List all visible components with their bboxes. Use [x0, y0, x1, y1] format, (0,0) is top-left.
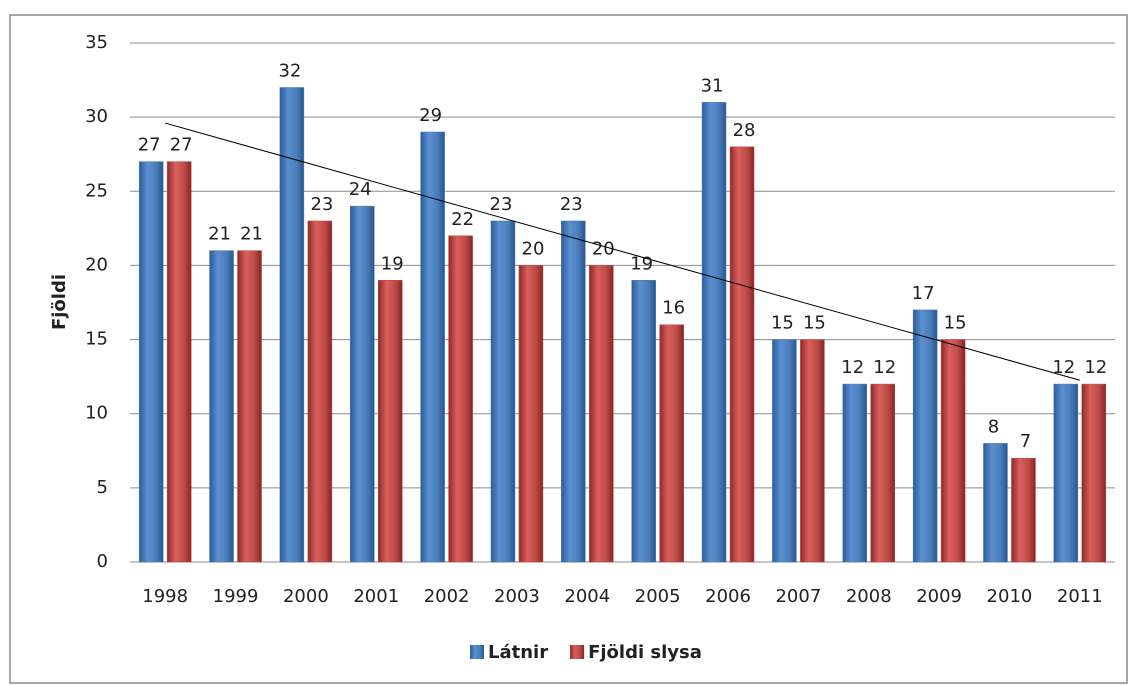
data-label: 16	[662, 298, 685, 319]
data-label: 32	[278, 60, 301, 81]
data-label: 12	[873, 357, 896, 378]
bar	[420, 131, 445, 563]
x-tick-label: 1998	[142, 586, 188, 607]
data-label: 7	[1020, 431, 1031, 452]
bar	[659, 324, 684, 563]
x-tick-label: 2011	[1057, 586, 1103, 607]
y-tick-label: 35	[85, 32, 108, 53]
y-tick-label: 15	[85, 329, 108, 350]
y-tick-label: 0	[97, 551, 108, 572]
bar	[518, 265, 544, 563]
data-label: 21	[208, 224, 231, 245]
bar	[800, 339, 825, 563]
bar	[237, 250, 262, 563]
x-tick-label: 2005	[635, 586, 681, 607]
data-label: 20	[592, 238, 615, 259]
bar	[589, 265, 614, 563]
bar	[490, 220, 516, 563]
bar	[378, 280, 403, 563]
data-label: 19	[381, 253, 404, 274]
x-tick-label: 2010	[987, 586, 1033, 607]
bar	[631, 280, 656, 563]
data-label: 12	[1052, 357, 1075, 378]
data-label: 19	[630, 253, 653, 274]
bar	[138, 161, 164, 563]
x-tick-label: 2009	[916, 586, 962, 607]
bar	[1011, 457, 1036, 563]
bar	[561, 220, 586, 563]
data-label: 15	[771, 313, 794, 334]
x-tick-label: 2004	[564, 586, 610, 607]
data-label: 15	[944, 313, 967, 334]
bar	[701, 102, 727, 563]
bar	[307, 220, 333, 563]
y-tick-label: 20	[85, 254, 108, 275]
data-label: 23	[310, 194, 333, 215]
data-label: 29	[419, 105, 442, 126]
bar	[448, 235, 473, 563]
data-label: 31	[701, 75, 724, 96]
x-tick-label: 1999	[213, 586, 259, 607]
x-tick-label: 2001	[353, 586, 399, 607]
legend-label: Fjöldi slysa	[588, 642, 702, 663]
data-label: 23	[560, 194, 583, 215]
data-label: 21	[240, 224, 263, 245]
data-label: 24	[349, 179, 372, 200]
data-label: 28	[733, 120, 756, 141]
x-tick-label: 2000	[283, 586, 329, 607]
x-tick-label: 2006	[705, 586, 751, 607]
y-axis-title: Fjöldi	[49, 274, 70, 330]
legend-swatch	[570, 645, 585, 659]
data-label: 22	[451, 209, 474, 230]
bar	[350, 205, 375, 563]
bar	[983, 443, 1008, 563]
data-label: 8	[988, 416, 999, 437]
data-label: 12	[841, 357, 864, 378]
y-tick-label: 10	[85, 403, 108, 424]
data-label: 27	[170, 135, 193, 156]
data-label: 12	[1084, 357, 1107, 378]
bar	[166, 161, 192, 563]
legend-swatch	[470, 645, 484, 659]
data-label: 27	[138, 135, 161, 156]
bar	[209, 250, 234, 563]
x-tick-label: 2002	[424, 586, 470, 607]
y-tick-label: 25	[85, 180, 108, 201]
trendline	[165, 122, 1080, 381]
chart-border	[9, 14, 1128, 684]
bar	[940, 339, 966, 563]
data-label: 15	[803, 313, 826, 334]
bar	[772, 339, 797, 563]
bar	[912, 309, 938, 563]
y-tick-label: 5	[97, 477, 108, 498]
x-tick-label: 2003	[494, 586, 540, 607]
bar	[842, 383, 867, 563]
y-tick-label: 30	[85, 106, 108, 127]
data-label: 20	[522, 238, 545, 259]
data-label: 23	[490, 194, 513, 215]
legend-label: Látnir	[488, 642, 548, 663]
bar	[1081, 383, 1107, 563]
x-tick-label: 2007	[775, 586, 821, 607]
bar	[729, 146, 755, 563]
bar	[1053, 383, 1079, 563]
data-label: 17	[912, 283, 935, 304]
bar	[279, 87, 305, 563]
x-tick-label: 2008	[846, 586, 892, 607]
bar	[870, 383, 895, 563]
